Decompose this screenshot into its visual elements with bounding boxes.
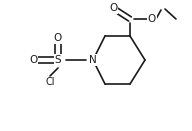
- Text: O: O: [148, 14, 156, 24]
- Text: Cl: Cl: [45, 77, 55, 87]
- Text: N: N: [89, 55, 97, 65]
- Text: O: O: [29, 55, 37, 65]
- Text: O: O: [109, 3, 117, 13]
- Text: O: O: [54, 33, 62, 43]
- Text: S: S: [55, 55, 61, 65]
